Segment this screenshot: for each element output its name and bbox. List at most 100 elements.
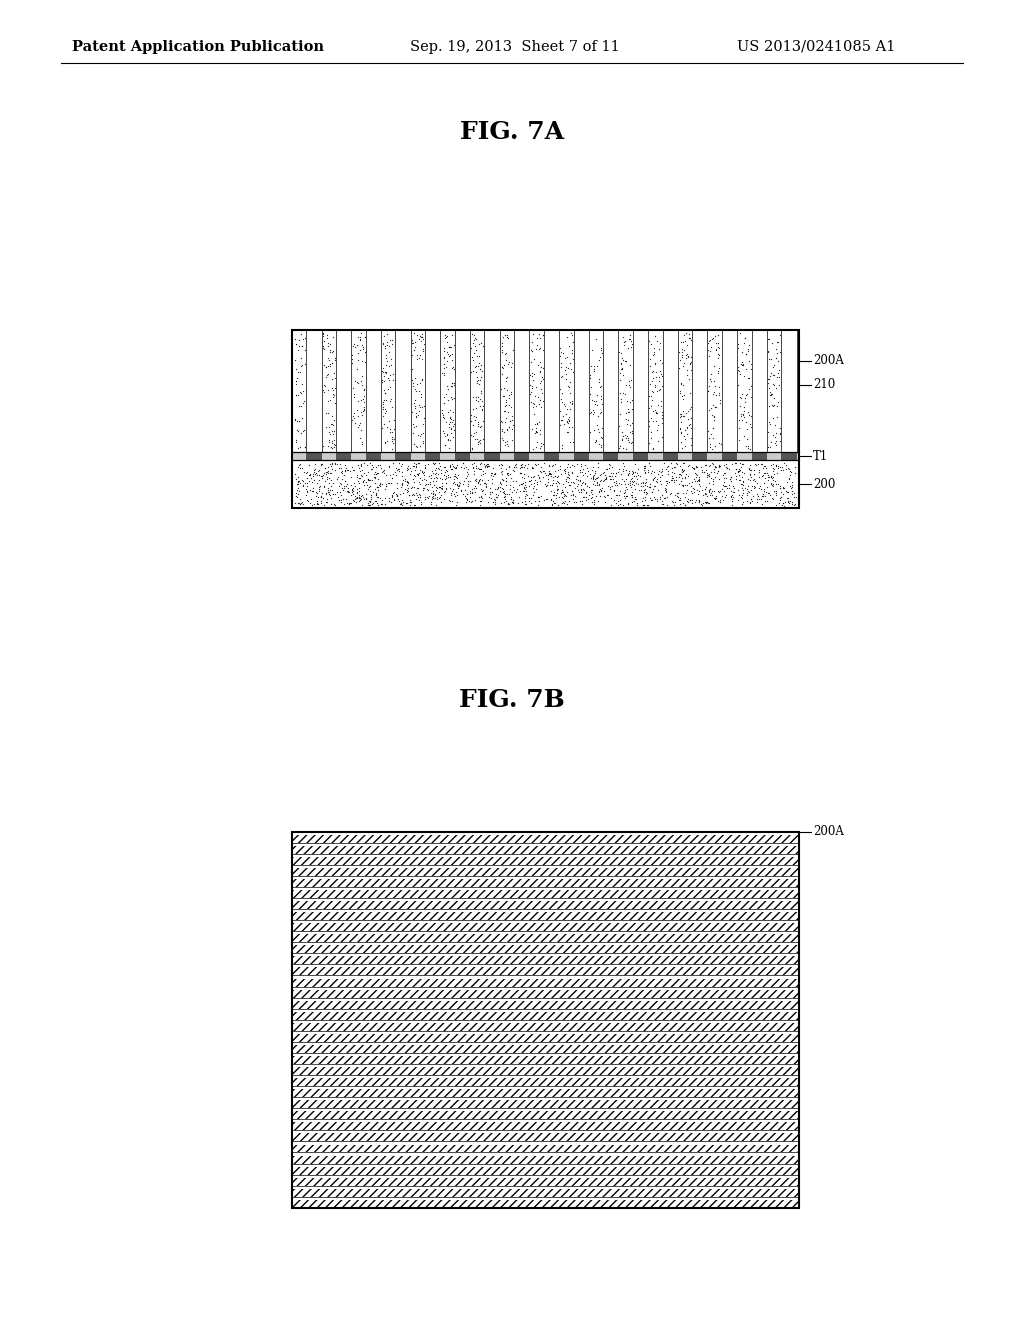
Point [624, 461, 640, 482]
Point [426, 474, 442, 495]
Point [770, 391, 786, 412]
Bar [306, 451, 322, 461]
Point [603, 469, 620, 490]
Point [783, 343, 800, 364]
Point [760, 421, 776, 442]
Point [734, 477, 751, 498]
Point [769, 396, 785, 417]
Point [544, 455, 560, 477]
Point [525, 323, 542, 345]
Point [408, 453, 424, 474]
Point [649, 479, 666, 500]
Point [514, 453, 530, 474]
Point [636, 459, 652, 480]
Point [641, 477, 657, 498]
Point [537, 359, 553, 380]
Point [524, 396, 541, 417]
Point [341, 405, 357, 426]
Point [486, 490, 503, 511]
Point [509, 333, 525, 354]
Point [500, 463, 516, 484]
Point [321, 391, 337, 412]
Point [494, 478, 510, 499]
Point [355, 385, 372, 407]
Point [719, 458, 735, 479]
Point [415, 479, 431, 500]
Point [367, 490, 383, 511]
Bar [292, 912, 799, 920]
Point [645, 479, 662, 500]
Point [764, 383, 780, 404]
Point [302, 371, 318, 392]
Point [312, 374, 329, 395]
Point [540, 488, 556, 510]
Point [682, 399, 698, 420]
Point [351, 487, 368, 508]
Point [773, 378, 790, 399]
Point [654, 401, 671, 422]
Point [729, 331, 745, 352]
Point [715, 393, 731, 414]
Point [638, 350, 654, 371]
Point [445, 335, 462, 356]
Point [699, 491, 716, 512]
Point [343, 479, 359, 500]
Point [288, 359, 304, 380]
Point [401, 374, 418, 395]
Point [458, 487, 474, 508]
Point [775, 477, 792, 498]
Point [761, 396, 777, 417]
Point [424, 434, 440, 455]
Point [676, 339, 692, 360]
Point [617, 486, 634, 507]
Point [411, 484, 427, 506]
Point [724, 484, 740, 506]
Point [552, 337, 568, 358]
Point [593, 479, 609, 500]
Point [489, 376, 506, 397]
Point [513, 438, 529, 459]
Point [545, 473, 561, 494]
Point [407, 337, 423, 358]
Point [473, 478, 489, 499]
Point [627, 479, 643, 500]
Point [451, 360, 467, 381]
Point [575, 417, 592, 438]
Point [375, 396, 391, 417]
Point [557, 359, 573, 380]
Point [481, 486, 498, 507]
Point [518, 458, 535, 479]
Point [510, 392, 526, 413]
Point [615, 364, 632, 385]
Point [459, 488, 475, 510]
Point [303, 437, 319, 458]
Point [601, 389, 617, 411]
Point [735, 482, 752, 503]
Point [439, 351, 456, 372]
Point [583, 384, 599, 405]
Point [333, 329, 349, 350]
Point [431, 355, 447, 376]
Point [329, 376, 345, 397]
Point [532, 351, 549, 372]
Point [542, 463, 558, 484]
Point [472, 469, 488, 490]
Point [784, 367, 801, 388]
Point [557, 477, 573, 498]
Point [503, 467, 519, 488]
Point [415, 462, 431, 483]
Point [358, 334, 375, 355]
Point [445, 413, 462, 434]
Point [612, 436, 629, 457]
Point [667, 484, 683, 506]
Point [585, 465, 601, 486]
Point [483, 480, 500, 502]
Point [759, 462, 775, 483]
Point [362, 495, 379, 516]
Point [547, 437, 563, 458]
Point [516, 455, 532, 477]
Point [758, 457, 774, 478]
Point [529, 465, 546, 486]
Point [420, 352, 436, 374]
Point [722, 331, 738, 352]
